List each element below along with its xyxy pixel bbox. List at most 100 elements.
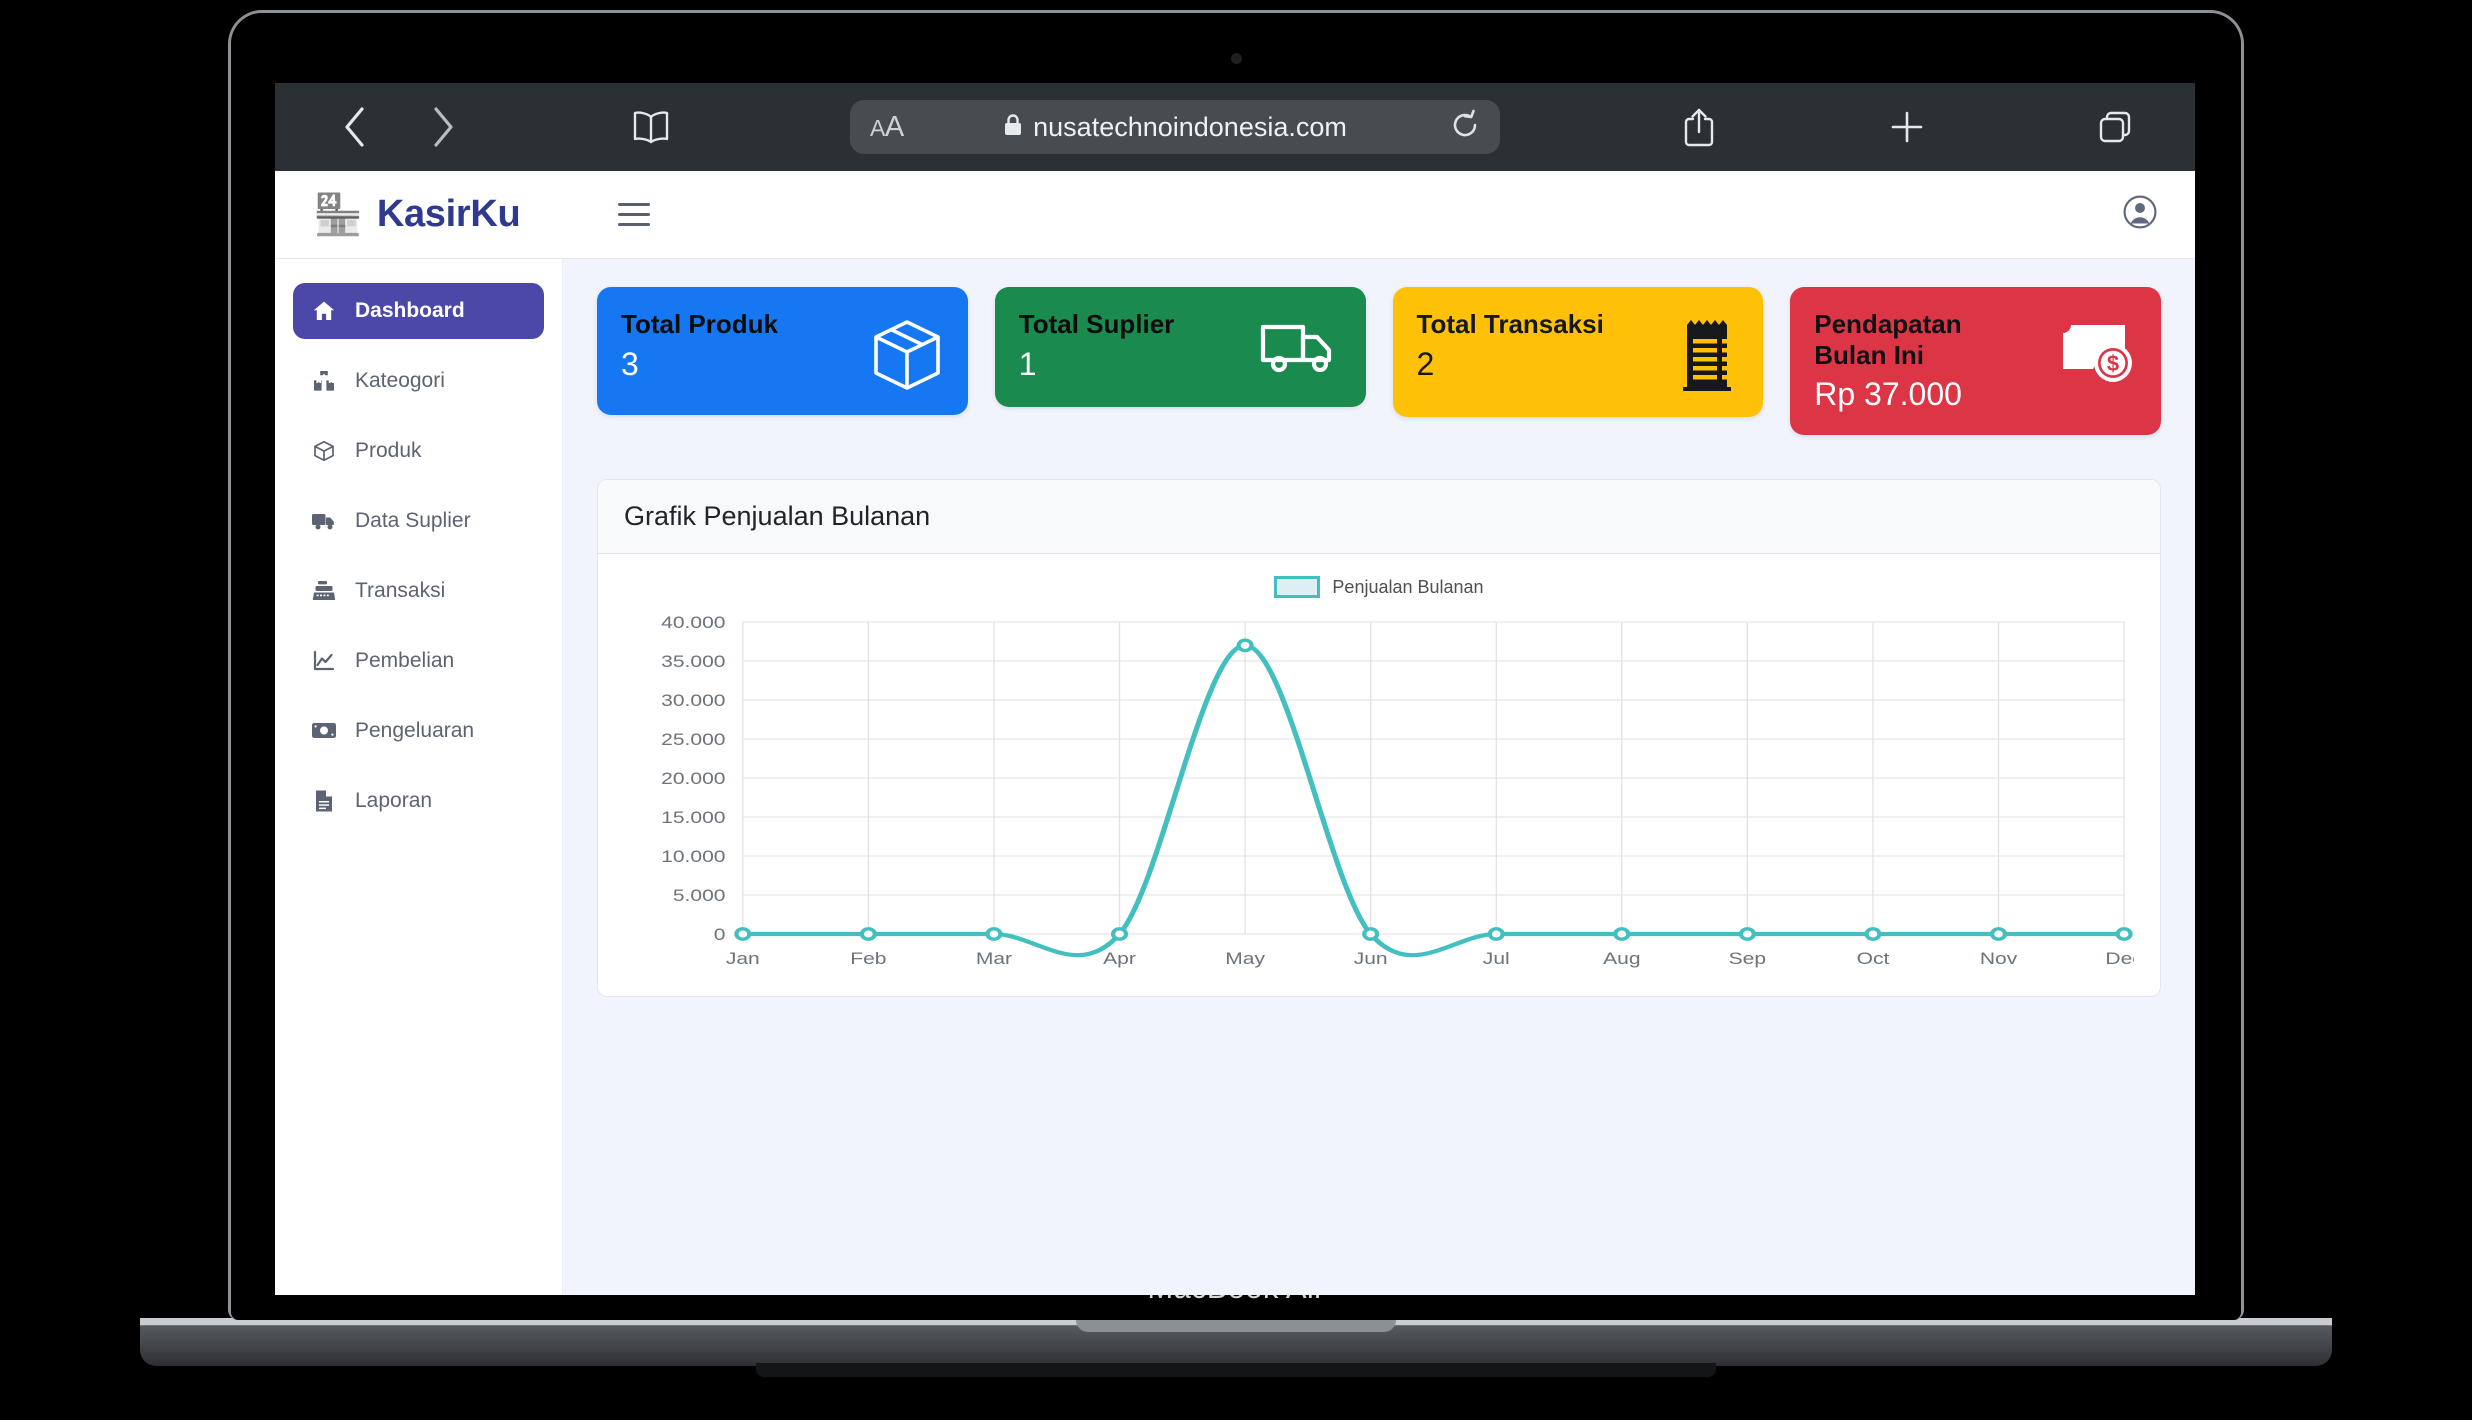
money-icon: $ [2057,317,2137,387]
cube-icon [311,438,337,464]
user-circle-icon [2123,195,2157,234]
chart-point[interactable] [1487,927,1505,942]
show-tabs-button[interactable] [2071,97,2159,157]
chart-point[interactable] [2115,927,2133,942]
chart-legend[interactable]: Penjualan Bulanan [624,576,2134,599]
sidebar-item-label: Kateogori [355,369,445,392]
chart-point[interactable] [1362,927,1380,942]
y-tick-label: 15.000 [661,809,725,828]
sidebar-item-data-suplier[interactable]: Data Suplier [293,493,544,549]
share-button[interactable] [1655,97,1743,157]
brand-name: KasirKu [376,193,521,235]
hamburger-icon[interactable] [610,195,658,234]
laptop-frame: MacBook Air [228,10,2244,1320]
sidebar-toggle-button[interactable] [607,97,695,157]
sidebar-item-kateogori[interactable]: Kateogori [293,353,544,409]
app-header: 🏪 KasirKu [275,171,2195,259]
sidebar-item-label: Pengeluaran [355,719,475,742]
legend-label: Penjualan Bulanan [1332,576,1484,597]
chart-plot-area: 0 5.000 10.000 15.000 20.000 25.000 30.000 35.0… [624,608,2134,978]
legend-swatch [1274,576,1321,599]
chart-x-tick-labels: Jan Feb Mar Apr May Jun Jul Aug Sep Oct Nov Dec [726,950,2134,969]
x-tick-label: Dec [2105,950,2134,969]
cash-register-icon [311,578,337,604]
stat-card-pendapatan-bulan-ini[interactable]: Pendapatan Bulan Ini Rp 37.000 [1790,287,2161,436]
browser-viewport: AA nusatechnoindonesia.com [275,83,2195,1295]
chart-point[interactable] [1738,927,1756,942]
back-button[interactable] [311,97,399,157]
stat-value: 2 [1416,345,1435,382]
x-tick-label: Feb [850,950,886,969]
sidebar-item-laporan[interactable]: Laporan [293,773,544,829]
lock-icon [1003,113,1023,142]
home-icon [311,298,337,324]
y-tick-label: 30.000 [661,692,725,711]
chart-point[interactable] [1864,927,1882,942]
stat-value: 1 [1018,345,1037,382]
delivery-truck-icon [1258,317,1342,379]
x-tick-label: Aug [1603,950,1640,969]
x-tick-label: Jul [1483,950,1510,969]
sidebar-item-pengeluaran[interactable]: Pengeluaran [293,703,544,759]
y-tick-label: 40.000 [661,614,725,633]
browser-toolbar: AA nusatechnoindonesia.com [275,83,2195,171]
y-tick-label: 20.000 [661,770,725,789]
url-text: nusatechnoindonesia.com [1033,111,1347,142]
sidebar: Dashboard Kateogori [275,259,563,1295]
chevron-left-icon [340,104,370,150]
sidebar-item-pembelian[interactable]: Pembelian [293,633,544,689]
x-tick-label: Jun [1354,950,1388,969]
x-tick-label: May [1225,950,1265,969]
x-tick-label: Sep [1729,950,1766,969]
stat-card-total-produk[interactable]: Total Produk 3 [597,287,968,415]
stat-title: Pendapatan Bulan Ini [1814,309,1962,370]
book-icon [631,109,671,145]
chart-point[interactable] [1110,927,1129,942]
chart-point[interactable] [1989,927,2008,942]
new-tab-button[interactable] [1863,97,1951,157]
boxes-icon [311,368,337,394]
x-tick-label: Nov [1980,950,2018,969]
sidebar-item-dashboard[interactable]: Dashboard [293,283,544,339]
sidebar-item-label: Produk [355,439,422,462]
chart-point[interactable] [1613,927,1631,942]
stat-title: Total Suplier [1018,309,1175,339]
stat-value: Rp 37.000 [1814,376,1962,413]
stat-title: Total Produk [621,309,778,339]
avatar[interactable] [2123,195,2157,234]
chart-point[interactable] [1236,638,1254,653]
reload-icon [1450,109,1480,146]
chart-panel: Grafik Penjualan Bulanan Penjualan Bulan… [597,479,2161,998]
chart-data-points[interactable] [734,638,2133,942]
stat-value: 3 [621,345,639,382]
reload-button[interactable] [1450,109,1480,146]
address-bar[interactable]: AA nusatechnoindonesia.com [850,100,1500,154]
x-tick-label: Oct [1857,950,1890,969]
text-size-button[interactable]: AA [870,111,904,144]
sidebar-item-produk[interactable]: Produk [293,423,544,479]
sidebar-item-label: Data Suplier [355,509,471,532]
line-chart-icon [311,648,337,674]
chart-point[interactable] [985,927,1003,942]
y-tick-label: 25.000 [661,731,725,750]
stat-card-total-suplier[interactable]: Total Suplier 1 [994,287,1366,407]
chart-point[interactable] [734,927,752,942]
stat-card-total-transaksi[interactable]: Total Transaksi 2 [1392,287,1764,417]
receipt-icon [1673,317,1739,395]
stat-cards: Total Produk 3 [597,287,2161,436]
aa-small-label: A [870,114,885,141]
app-body: Dashboard Kateogori [275,259,2195,1295]
truck-icon [311,508,337,534]
forward-button[interactable] [399,97,487,157]
sidebar-item-transaksi[interactable]: Transaksi [293,563,544,619]
sidebar-item-label: Laporan [355,789,433,812]
stat-title: Total Transaksi [1416,309,1604,339]
banknote-icon [311,718,337,744]
chart-point[interactable] [859,927,877,942]
document-icon [311,788,337,814]
brand[interactable]: 🏪 KasirKu [313,193,521,236]
plus-icon [1890,110,1924,144]
x-tick-label: Mar [976,950,1013,969]
main-content: Total Produk 3 [563,259,2195,1295]
chart-y-tick-labels: 0 5.000 10.000 15.000 20.000 25.000 30.000 35.0… [661,614,725,945]
